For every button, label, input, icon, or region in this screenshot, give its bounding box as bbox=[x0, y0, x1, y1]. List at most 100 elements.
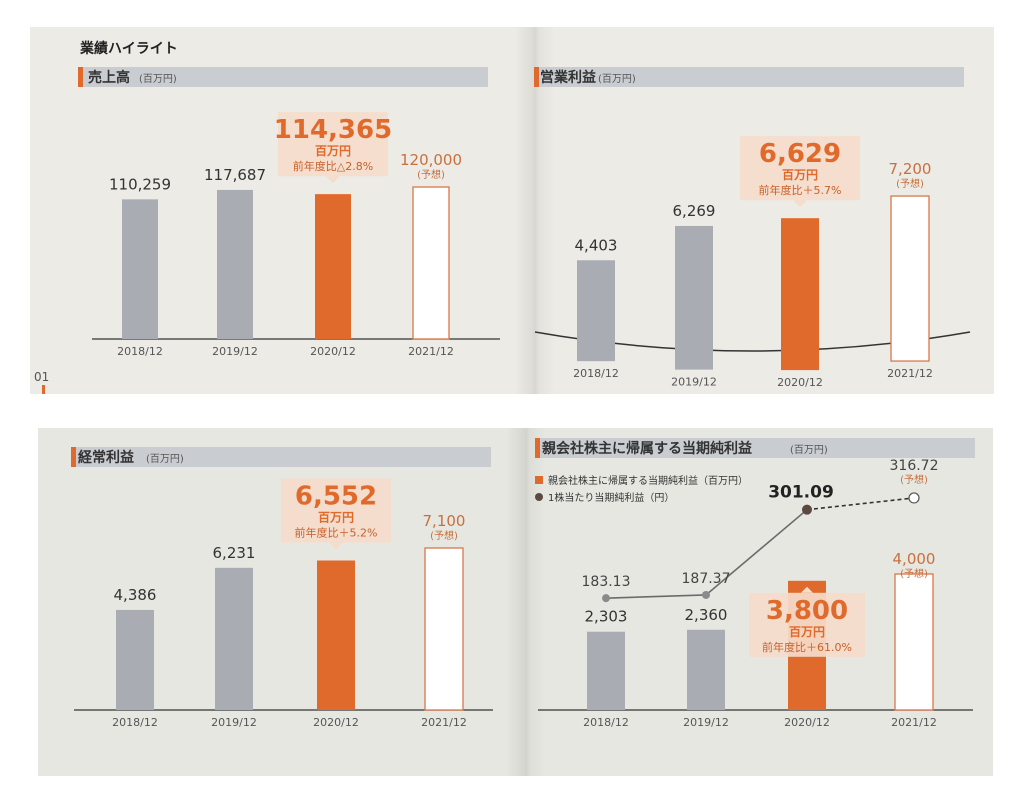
net-income-value-label: 2,303 bbox=[585, 608, 628, 626]
op-profit-bar-2019/12 bbox=[675, 225, 713, 370]
ordinary-profit-chart: 2018/12 4,386 2019/12 6,231 2020/12 6,552百万円前… bbox=[74, 478, 493, 729]
op-profit-bar-2018/12 bbox=[577, 260, 615, 362]
sales-forecast-note: (予想) bbox=[417, 168, 445, 181]
eps-value-label: 301.09 bbox=[768, 483, 834, 503]
op-profit-bar-2021/12 bbox=[890, 195, 930, 362]
page-number: 01 bbox=[34, 370, 49, 384]
op-profit-header-band bbox=[534, 67, 964, 87]
bottom-page-spread: 経常利益 (百万円) 2018/12 4,386 2019/12 6,231 2020/… bbox=[38, 428, 993, 776]
net-income-tick-label: 2020/12 bbox=[784, 716, 830, 729]
net-income-highlight-pointer bbox=[801, 586, 813, 593]
ordinary-profit-tick-label: 2020/12 bbox=[313, 716, 359, 729]
sales-chart: 2018/12 110,259 2019/12 117,687 2020/12 114,3… bbox=[92, 112, 500, 358]
legend-line-label: 1株当たり当期純利益（円） bbox=[548, 491, 674, 504]
net-income-header-accent bbox=[535, 438, 540, 458]
net-income-value-label: 4,000 bbox=[893, 550, 936, 568]
net-income-highlight-value: 3,800 bbox=[766, 596, 848, 626]
op-profit-chart: 2018/12 4,403 2019/12 6,269 2020/12 6,629百万円前… bbox=[534, 136, 971, 389]
ordinary-profit-tick-label: 2021/12 bbox=[421, 716, 467, 729]
legend-line-swatch bbox=[535, 493, 543, 501]
page-number-mark bbox=[42, 385, 45, 394]
page-title: 業績ハイライト bbox=[79, 40, 178, 57]
net-income-unit: (百万円) bbox=[790, 444, 828, 456]
op-profit-highlight-unit: 百万円 bbox=[782, 168, 818, 182]
ordinary-profit-highlight-pointer bbox=[329, 542, 343, 550]
ordinary-profit-bar-2020/12 bbox=[317, 560, 355, 710]
ordinary-profit-highlight-unit: 百万円 bbox=[318, 511, 354, 525]
op-profit-tick-label: 2019/12 bbox=[671, 376, 717, 389]
sales-value-label: 120,000 bbox=[400, 151, 462, 169]
ordinary-profit-tick-label: 2019/12 bbox=[211, 716, 257, 729]
ordinary-profit-value-label: 7,100 bbox=[423, 512, 466, 530]
op-profit-value-label: 6,269 bbox=[673, 202, 716, 220]
eps-point bbox=[702, 590, 710, 599]
page-fold bbox=[506, 428, 546, 776]
legend-bar-swatch bbox=[535, 476, 543, 484]
top-page-spread: 業績ハイライト 売上高 (百万円) 2018/12 110,259 2019/12 1… bbox=[30, 27, 994, 394]
sales-bar-2018/12 bbox=[122, 199, 158, 339]
sales-bar-2021/12 bbox=[412, 186, 450, 340]
net-income-highlight-yoy: 前年度比＋61.0% bbox=[762, 640, 852, 654]
eps-forecast-line bbox=[806, 497, 915, 511]
sales-highlight-yoy: 前年度比△2.8% bbox=[293, 159, 373, 173]
ordinary-profit-highlight-value: 6,552 bbox=[295, 482, 377, 512]
net-income-title: 親会社株主に帰属する当期純利益 bbox=[542, 440, 752, 457]
eps-point bbox=[802, 504, 812, 515]
sales-highlight-unit: 百万円 bbox=[315, 144, 351, 158]
sales-tick-label: 2021/12 bbox=[408, 345, 454, 358]
sales-bar-2020/12 bbox=[315, 194, 351, 339]
ordinary-profit-bar-2019/12 bbox=[215, 567, 253, 710]
sales-header-band bbox=[78, 67, 488, 87]
sales-highlight-value: 114,365 bbox=[274, 115, 392, 145]
net-income-highlight-unit: 百万円 bbox=[789, 625, 825, 639]
op-profit-highlight-box bbox=[740, 136, 860, 201]
net-income-bar-2021/12 bbox=[894, 573, 934, 711]
ordinary-profit-tick-label: 2018/12 bbox=[112, 716, 158, 729]
op-profit-bar-2020/12 bbox=[781, 218, 819, 371]
op-profit-forecast-note: (予想) bbox=[896, 177, 924, 190]
op-profit-header-accent bbox=[534, 67, 539, 87]
sales-tick-label: 2020/12 bbox=[310, 345, 356, 358]
ordinary-profit-bar-2021/12 bbox=[424, 547, 464, 711]
net-income-highlight-box bbox=[749, 592, 865, 657]
eps-value-label: 187.37 bbox=[682, 571, 731, 587]
ordinary-profit-value-label: 4,386 bbox=[114, 586, 157, 604]
eps-value-label: 316.72 bbox=[890, 458, 939, 474]
op-profit-tick-label: 2021/12 bbox=[887, 367, 933, 380]
net-income-bar-2019/12 bbox=[687, 629, 725, 710]
sales-value-label: 110,259 bbox=[109, 175, 171, 193]
sales-tick-label: 2018/12 bbox=[117, 345, 163, 358]
bottom-panels-svg: 経常利益 (百万円) 2018/12 4,386 2019/12 6,231 2020/… bbox=[71, 438, 975, 729]
sales-header-accent bbox=[78, 67, 83, 87]
sales-title: 売上高 bbox=[88, 69, 130, 86]
net-income-tick-label: 2019/12 bbox=[683, 716, 729, 729]
net-income-tick-label: 2021/12 bbox=[891, 716, 937, 729]
ordinary-profit-unit: (百万円) bbox=[146, 453, 184, 465]
ordinary-profit-header-band bbox=[71, 447, 491, 467]
op-profit-value-label: 4,403 bbox=[575, 236, 618, 254]
sales-highlight-pointer bbox=[326, 176, 340, 184]
op-profit-value-label: 7,200 bbox=[889, 160, 932, 178]
ordinary-profit-highlight-box bbox=[281, 478, 391, 543]
ordinary-profit-value-label: 6,231 bbox=[213, 544, 256, 562]
ordinary-profit-title: 経常利益 bbox=[78, 449, 134, 466]
ordinary-profit-header-accent bbox=[71, 447, 76, 467]
op-profit-tick-label: 2018/12 bbox=[573, 367, 619, 380]
op-profit-tick-label: 2020/12 bbox=[777, 376, 823, 389]
net-income-value-label: 2,360 bbox=[685, 606, 728, 624]
op-profit-title: 営業利益 bbox=[540, 69, 596, 86]
top-panels-svg: 業績ハイライト 売上高 (百万円) 2018/12 110,259 2019/12 1… bbox=[34, 40, 971, 394]
net-income-tick-label: 2018/12 bbox=[583, 716, 629, 729]
ordinary-profit-forecast-note: (予想) bbox=[430, 529, 458, 542]
net-income-forecast-note: (予想) bbox=[900, 567, 928, 580]
op-profit-unit: (百万円) bbox=[598, 73, 636, 85]
op-profit-highlight-value: 6,629 bbox=[759, 139, 841, 169]
sales-highlight-box bbox=[278, 112, 388, 177]
op-profit-highlight-yoy: 前年度比＋5.7% bbox=[759, 183, 842, 197]
op-profit-highlight-pointer bbox=[793, 200, 807, 208]
sales-bar-2019/12 bbox=[217, 189, 253, 339]
net-income-header-band bbox=[535, 438, 975, 458]
net-income-bar-2018/12 bbox=[587, 631, 625, 710]
sales-tick-label: 2019/12 bbox=[212, 345, 258, 358]
legend-bar-label: 親会社株主に帰属する当期純利益（百万円） bbox=[548, 474, 748, 487]
